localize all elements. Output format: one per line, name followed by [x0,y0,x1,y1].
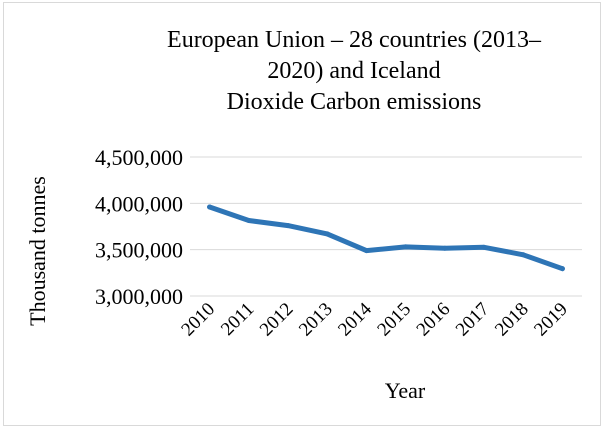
y-axis-label: Thousand tonnes [25,176,50,326]
data-point [324,231,330,237]
data-point [285,223,291,229]
data-point [481,244,487,250]
gridlines [190,156,582,297]
data-point [442,245,448,251]
x-tick-label: 2012 [256,299,298,341]
chart-title-line: European Union – 28 countries (2013– [167,27,542,53]
data-point [520,252,526,258]
chart-title-line: Dioxide Carbon emissions [227,89,482,115]
chart-frame [3,2,601,426]
x-tick-label: 2016 [413,299,455,341]
x-tick-label: 2017 [452,299,494,341]
x-tick-label: 2018 [491,299,533,341]
chart-title-line: 2020) and Iceland [267,58,440,84]
y-tick-label: 4,500,000 [95,145,183,170]
y-tick-label: 3,500,000 [95,238,183,263]
x-tick-label: 2015 [373,299,415,341]
x-tick-label: 2014 [334,298,376,340]
y-axis-ticks: 3,000,000 3,500,000 4,000,000 4,500,000 [95,145,183,309]
x-tick-label: 2013 [295,299,337,341]
data-point [363,248,369,254]
data-point [559,266,565,272]
x-axis-label: Year [385,378,426,403]
y-tick-label: 3,000,000 [95,284,183,309]
series-line [207,204,565,272]
data-point [403,244,409,250]
series-lines [207,204,565,272]
data-point [207,204,213,210]
y-tick-label: 4,000,000 [95,191,183,216]
x-tick-label: 2011 [217,299,258,340]
data-point [246,217,252,223]
x-tick-label: 2010 [177,299,219,341]
chart-title: European Union – 28 countries (2013– 2020… [167,27,542,115]
x-tick-label: 2019 [530,299,572,341]
